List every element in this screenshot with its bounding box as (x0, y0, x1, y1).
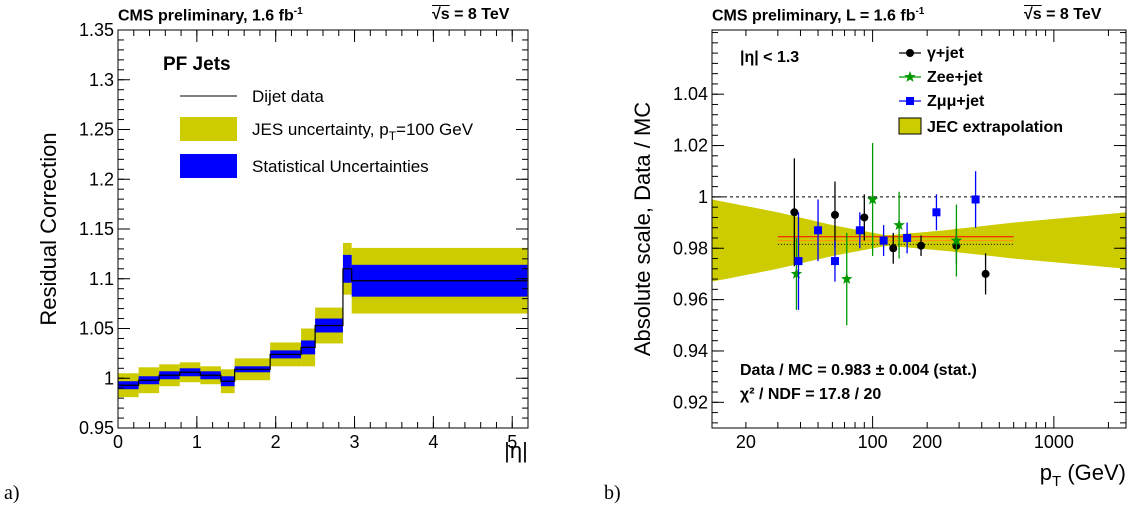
y-tick-label: 1 (698, 187, 708, 207)
data-point-circle (889, 244, 898, 253)
legend-box-jec (898, 117, 922, 135)
y-tick-label: 1 (104, 368, 114, 388)
y-tick-label: 1.35 (79, 20, 114, 40)
y-axis-label: Residual Correction (36, 132, 61, 325)
x-tick-label: 0 (113, 432, 123, 452)
y-tick-label: 0.92 (673, 392, 708, 412)
region-label: |η| < 1.3 (740, 49, 799, 66)
data-point-star (866, 193, 879, 205)
legend-label-zmumujet: Zμμ+jet (927, 93, 985, 110)
legend-marker-zmumujet (906, 97, 914, 105)
data-point-star (893, 219, 905, 231)
y-tick-label: 0.98 (673, 238, 708, 258)
legend-title: PF Jets (163, 54, 231, 75)
panel-a-header-right: √s = 8 TeV (432, 6, 510, 23)
panel-a: 0 1 2 3 4 5 0.95 1 1.05 1.1 1.15 1.2 1.25 1.3 1.35 Resi… (36, 20, 529, 463)
legend-marker-gammajet (906, 49, 914, 57)
legend-box-stat (180, 154, 237, 178)
panel-b-header-left: CMS preliminary, L = 1.6 fb-1 (712, 6, 925, 25)
x-tick-label: 20 (736, 432, 756, 452)
data-point-star (790, 267, 803, 279)
legend-label-gammajet: γ+jet (927, 45, 965, 62)
x-tick-label: 1000 (1034, 432, 1074, 452)
panel-b-label: b) (604, 482, 621, 504)
x-tick-label: 1 (192, 432, 202, 452)
series-1 (790, 142, 963, 326)
legend-label-stat: Statistical Uncertainties (252, 157, 429, 176)
data-point-square (830, 257, 839, 266)
data-point-circle (981, 269, 990, 278)
panel-b-header-right: √s = 8 TeV (1024, 6, 1102, 23)
data-point-star (841, 273, 853, 284)
y-tick-label: 1.3 (89, 70, 114, 90)
data-point-square (932, 208, 941, 217)
data-point-circle (830, 210, 839, 219)
panel-a-header-left: CMS preliminary, 1.6 fb-1 (118, 6, 303, 25)
x-tick-label: 100 (858, 432, 888, 452)
y-tick-label: 1.1 (89, 269, 114, 289)
x-tick-label: 3 (350, 432, 360, 452)
x-tick-label: 2 (271, 432, 281, 452)
panel-b: 20 100 200 1000 0.92 0.94 0.96 0.98 1 1.02 1.04 Abs… (630, 29, 1127, 490)
data-point-circle (790, 208, 799, 217)
data-point-square (903, 233, 912, 242)
data-point-square (814, 226, 823, 235)
legend-label-jes: JES uncertainty, pT=100 GeV (252, 120, 474, 143)
fit-result-text: Data / MC = 0.983 ± 0.004 (stat.) (740, 362, 977, 379)
data-point-circle (860, 213, 869, 222)
series-0 (790, 158, 990, 295)
y-tick-label: 0.96 (673, 290, 708, 310)
data-point-star (950, 234, 963, 246)
chi2-text: χ² / NDF = 17.8 / 20 (740, 386, 881, 403)
x-axis-label: pT (GeV) (1040, 460, 1126, 490)
data-point-square (794, 257, 803, 266)
legend-marker-zeejet (904, 71, 916, 82)
y-tick-label: 1.04 (673, 84, 708, 104)
y-tick-label: 1.02 (673, 136, 708, 156)
data-point-circle (917, 241, 926, 250)
panel-b-frame (711, 29, 1127, 429)
legend-label-jec: JEC extrapolation (927, 119, 1063, 136)
y-tick-label: 1.2 (89, 169, 114, 189)
y-tick-label: 0.94 (673, 341, 708, 361)
data-point-square (879, 236, 888, 245)
dijet-data-line (118, 268, 528, 386)
y-tick-label: 1.05 (79, 319, 114, 339)
legend-box-jes (180, 117, 237, 141)
panel-a-label: a) (4, 482, 20, 504)
series-2 (794, 171, 980, 310)
y-axis-label: Absolute scale, Data / MC (630, 102, 655, 356)
legend-label-zeejet: Zee+jet (927, 69, 983, 86)
x-tick-label: 200 (912, 432, 942, 452)
data-point-square (971, 195, 980, 204)
data-point-square (855, 226, 864, 235)
y-tick-label: 0.95 (79, 418, 114, 438)
y-tick-label: 1.15 (79, 219, 114, 239)
y-tick-label: 1.25 (79, 120, 114, 140)
x-axis-label: |η| (504, 438, 528, 463)
x-tick-label: 5 (507, 432, 517, 452)
x-tick-label: 4 (428, 432, 438, 452)
legend-label-dijet: Dijet data (252, 87, 324, 106)
